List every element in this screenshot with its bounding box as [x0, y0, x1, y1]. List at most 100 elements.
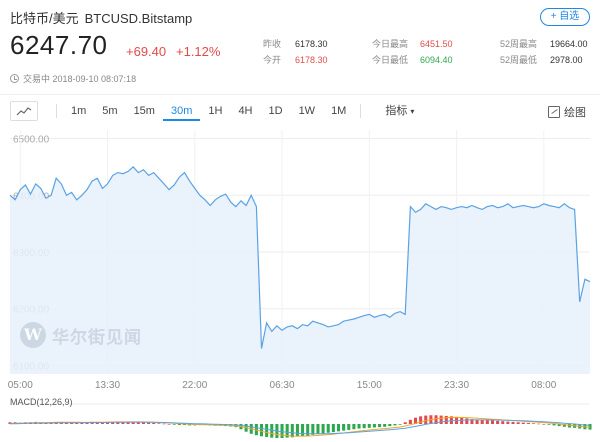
macd-bar	[311, 424, 315, 435]
macd-bar	[270, 424, 274, 438]
prev-close-label: 昨收	[263, 39, 282, 49]
macd-bar	[306, 424, 310, 436]
low-label: 今日最低	[372, 55, 409, 65]
timeframe-tab-30m[interactable]: 30m	[162, 101, 201, 121]
macd-bar	[131, 421, 135, 424]
macd-bar	[501, 421, 505, 424]
stats-column-2: 今日最高 6451.50 今日最低 6094.40	[372, 36, 470, 68]
macd-bar	[542, 424, 546, 425]
timeframe-tab-1d[interactable]: 1D	[268, 105, 283, 117]
macd-bar	[147, 422, 151, 424]
open-value: 6178.30	[295, 55, 328, 65]
timeframe-tab-5m[interactable]: 5m	[102, 105, 118, 117]
prev-close-value: 6178.30	[295, 39, 328, 49]
timeframe-tab-4h[interactable]: 4H	[238, 105, 253, 117]
macd-bar	[588, 424, 592, 430]
macd-bar	[316, 424, 320, 435]
timeframe-tab-1m[interactable]: 1M	[331, 105, 347, 117]
macd-bar	[121, 421, 125, 424]
macd-bar	[280, 424, 284, 438]
indicators-label: 指标	[385, 105, 408, 117]
timeframe-tab-1h[interactable]: 1H	[208, 105, 223, 117]
macd-bar	[567, 424, 571, 428]
macd-bar	[413, 417, 418, 424]
x-tick-label: 23:30	[444, 380, 469, 391]
trading-status: 交易中 2018-09-10 08:07:18	[10, 72, 136, 85]
macd-bar	[465, 418, 469, 424]
draw-label: 绘图	[564, 107, 586, 119]
line-chart-icon[interactable]	[10, 101, 38, 121]
macd-title: MACD(12,26,9)	[10, 397, 73, 407]
macd-bar	[141, 422, 145, 424]
timeframe-tab-1w[interactable]: 1W	[298, 105, 316, 117]
macd-bar	[449, 416, 453, 424]
macd-bar	[367, 424, 371, 428]
y-tick-label: 6500.00	[13, 135, 50, 146]
macd-bar	[419, 416, 423, 424]
stats-column-1: 昨收 6178.30 今开 6178.30	[263, 36, 345, 68]
macd-bar	[352, 424, 356, 430]
macd-bar	[424, 415, 428, 424]
high-label: 今日最高	[372, 39, 409, 49]
macd-bar	[470, 419, 474, 424]
macd-bar	[439, 415, 443, 424]
macd-bar	[182, 424, 187, 426]
instrument-title: 比特币/美元 BTCUSD.Bitstamp	[10, 8, 192, 27]
macd-bar	[547, 424, 551, 425]
last-price: 6247.70	[10, 30, 108, 60]
macd-bar	[265, 424, 269, 437]
macd-bar	[85, 422, 89, 424]
macd-bar	[126, 421, 130, 424]
price-change: +69.40	[126, 44, 167, 59]
macd-bar	[152, 422, 156, 424]
indicators-menu[interactable]: 指标 ▾	[377, 101, 422, 121]
macd-bar	[336, 424, 341, 432]
macd-bar	[172, 424, 176, 425]
macd-bar	[460, 417, 464, 424]
macd-bar	[177, 424, 181, 426]
macd-bar	[136, 422, 140, 424]
macd-bar	[496, 420, 500, 424]
macd-bar	[480, 419, 484, 424]
chart-toolbar: 1m 5m 15m 30m 1H 4H 1D 1W 1M 指标 ▾	[10, 100, 422, 122]
x-tick-label: 22:00	[182, 380, 207, 391]
price-line	[9, 166, 591, 349]
caret-down-icon: ▾	[410, 107, 415, 116]
toolbar-separator	[360, 104, 362, 118]
status-text: 交易中 2018-09-10 08:07:18	[23, 74, 137, 84]
macd-bar	[80, 422, 84, 424]
macd-bar	[516, 422, 520, 424]
timeframe-tab-15m[interactable]: 15m	[133, 105, 155, 117]
macd-bar	[357, 424, 361, 429]
macd-bar	[295, 424, 299, 437]
macd-bar	[552, 424, 556, 426]
macd-bar	[347, 424, 351, 430]
price-chart[interactable]: 6500.006400.006300.006200.006100.0005:00…	[0, 124, 600, 442]
macd-bar	[75, 422, 79, 424]
price-area	[10, 166, 590, 374]
macd-dea-line	[9, 419, 591, 435]
open-label: 今开	[263, 55, 282, 65]
macd-bar	[485, 420, 489, 424]
macd-bar	[398, 424, 402, 425]
clock-icon	[10, 74, 19, 83]
macd-bar	[362, 424, 366, 429]
price-change-percent: +1.12%	[176, 44, 221, 59]
macd-bar	[475, 419, 479, 424]
x-tick-label: 13:30	[95, 380, 120, 391]
macd-bar	[521, 422, 525, 424]
macd-bar	[403, 422, 407, 424]
draw-button[interactable]: 绘图	[548, 104, 586, 120]
macd-bar	[116, 421, 120, 424]
macd-bar	[167, 424, 171, 425]
w52-low-value: 2978.00	[550, 55, 583, 65]
macd-bar	[162, 423, 166, 425]
timeframe-tabs: 1m 5m 15m 30m 1H 4H 1D 1W 1M	[63, 101, 354, 121]
timeframe-tab-1m[interactable]: 1m	[71, 105, 87, 117]
x-tick-label: 08:00	[531, 380, 556, 391]
macd-bar	[100, 422, 104, 424]
macd-bar	[537, 423, 541, 425]
macd-bar	[301, 424, 305, 437]
add-to-watchlist-button[interactable]: + 自选	[540, 8, 590, 26]
macd-bar	[526, 422, 530, 424]
